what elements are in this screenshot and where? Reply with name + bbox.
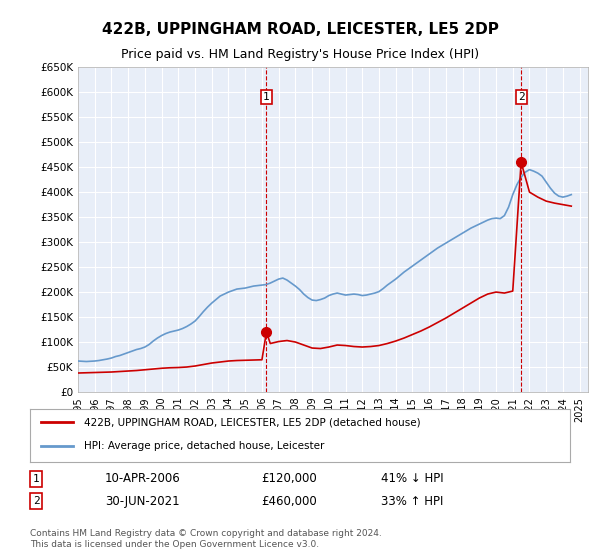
Text: 41% ↓ HPI: 41% ↓ HPI (381, 472, 443, 486)
Text: 1: 1 (263, 92, 270, 102)
Text: Contains HM Land Registry data © Crown copyright and database right 2024.
This d: Contains HM Land Registry data © Crown c… (30, 529, 382, 549)
Text: 422B, UPPINGHAM ROAD, LEICESTER, LE5 2DP (detached house): 422B, UPPINGHAM ROAD, LEICESTER, LE5 2DP… (84, 417, 421, 427)
Text: HPI: Average price, detached house, Leicester: HPI: Average price, detached house, Leic… (84, 441, 325, 451)
Text: £460,000: £460,000 (261, 494, 317, 508)
Text: 33% ↑ HPI: 33% ↑ HPI (381, 494, 443, 508)
Text: 2: 2 (32, 496, 40, 506)
Text: £120,000: £120,000 (261, 472, 317, 486)
Text: 30-JUN-2021: 30-JUN-2021 (105, 494, 179, 508)
Text: 10-APR-2006: 10-APR-2006 (105, 472, 181, 486)
Text: 422B, UPPINGHAM ROAD, LEICESTER, LE5 2DP: 422B, UPPINGHAM ROAD, LEICESTER, LE5 2DP (101, 22, 499, 38)
Text: Price paid vs. HM Land Registry's House Price Index (HPI): Price paid vs. HM Land Registry's House … (121, 48, 479, 60)
Text: 2: 2 (518, 92, 524, 102)
Text: 1: 1 (32, 474, 40, 484)
